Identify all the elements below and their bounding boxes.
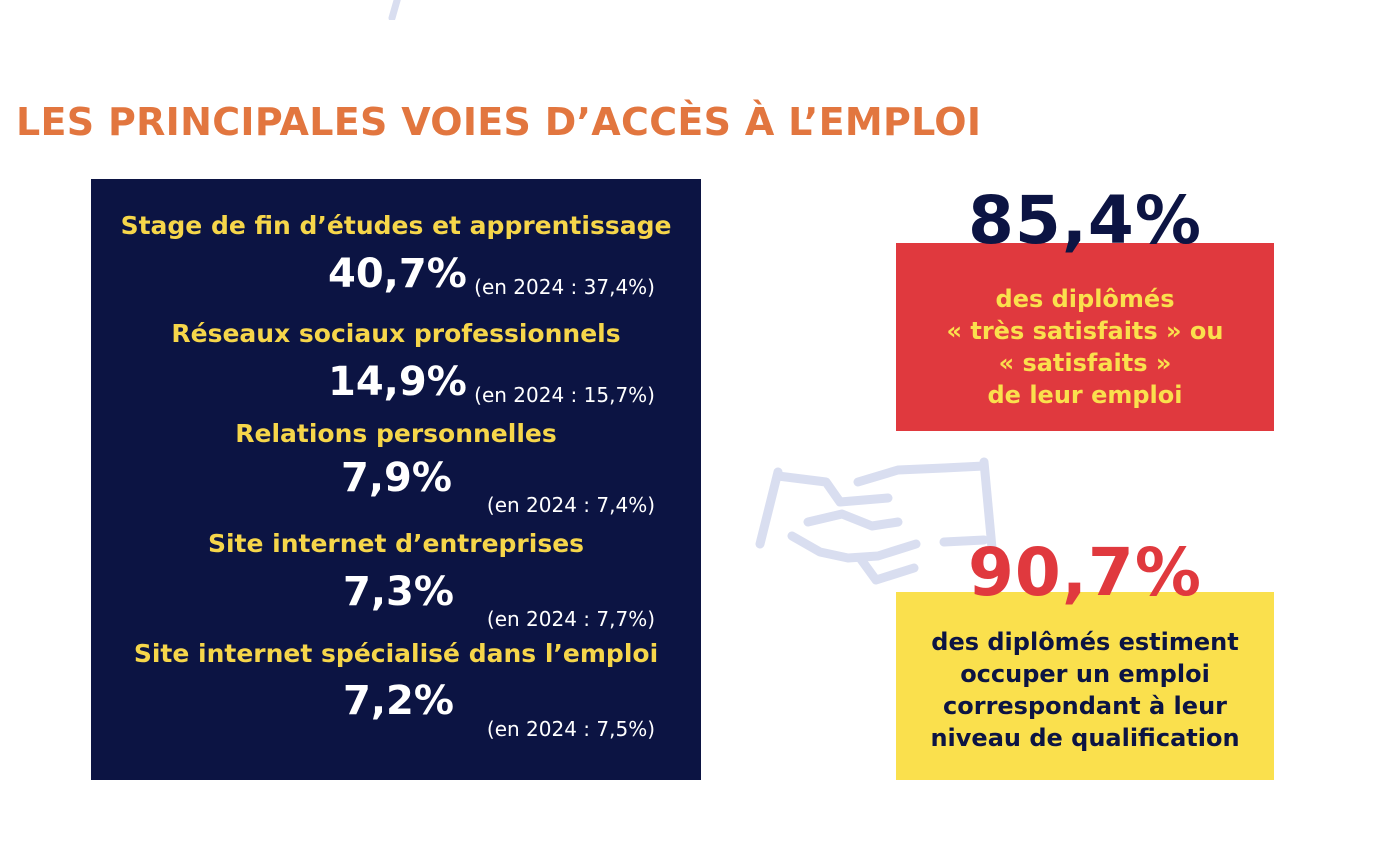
route-previous-year: (en 2024 : 37,4%) (474, 275, 655, 299)
route-previous-year: (en 2024 : 7,4%) (486, 493, 655, 517)
route-label: Réseaux sociaux professionnels (171, 319, 621, 348)
satisfaction-text: des diplômés « très satisfaits » ou « sa… (946, 285, 1224, 409)
route-label: Stage de fin d’études et apprentissage (120, 211, 672, 240)
stroke-fragment-icon (388, 0, 401, 20)
route-label: Site internet spécialisé dans l’emploi (133, 639, 659, 668)
route-percentage: 7,9% (341, 455, 452, 501)
route-percentage: 7,3% (343, 569, 454, 615)
route-percentage: 7,2% (343, 678, 454, 724)
qualification-percentage: 90,7% (968, 534, 1202, 611)
access-routes-panel: Stage de fin d’études et apprentissage 4… (91, 179, 701, 780)
route-percentage: 14,9% (328, 359, 467, 405)
qualification-box: des diplômés estiment occuper un emploi … (896, 592, 1274, 780)
route-previous-year: (en 2024 : 15,7%) (474, 383, 655, 407)
qualification-text: des diplômés estiment occuper un emploi … (930, 628, 1240, 752)
page-title: LES PRINCIPALES VOIES D’ACCÈS À L’EMPLOI (16, 100, 982, 144)
route-percentage: 40,7% (328, 251, 467, 297)
route-previous-year: (en 2024 : 7,7%) (486, 607, 655, 631)
satisfaction-percentage: 85,4% (968, 182, 1202, 259)
route-previous-year: (en 2024 : 7,5%) (486, 717, 655, 741)
handshake-icon (755, 457, 997, 585)
satisfaction-box: des diplômés « très satisfaits » ou « sa… (896, 243, 1274, 431)
route-label: Relations personnelles (235, 419, 557, 448)
route-label: Site internet d’entreprises (207, 529, 585, 558)
